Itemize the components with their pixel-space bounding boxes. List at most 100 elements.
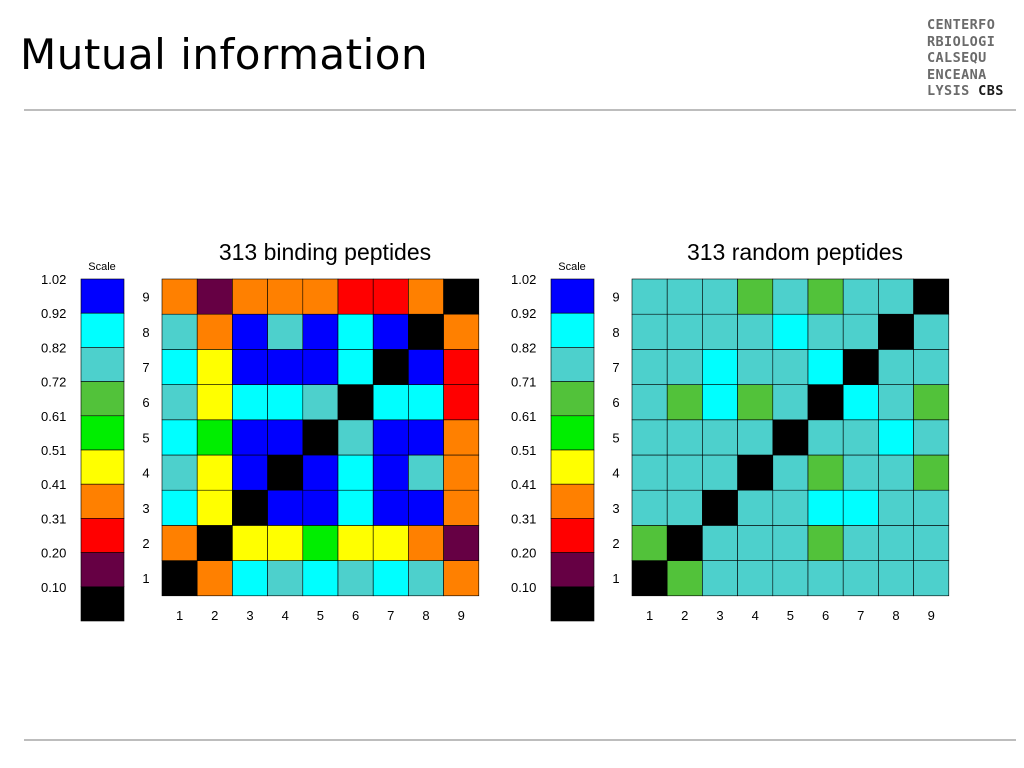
heatmap-cell xyxy=(196,419,233,456)
heatmap-cell xyxy=(737,419,774,456)
heatmap-cell xyxy=(302,525,339,561)
scale-label: Scale xyxy=(558,261,586,273)
scale-swatch xyxy=(550,586,595,622)
y-tick-label: 7 xyxy=(142,360,149,375)
heatmap-cell xyxy=(372,489,409,526)
x-tick-label: 1 xyxy=(176,608,183,623)
heatmap-cell xyxy=(232,278,268,315)
heatmap-cell xyxy=(196,454,233,491)
heatmap-cell xyxy=(267,525,304,561)
heatmap-cell xyxy=(878,313,914,350)
heatmap-cell xyxy=(372,454,409,491)
y-tick-label: 3 xyxy=(142,501,149,516)
heatmap-cell xyxy=(666,349,703,385)
heatmap-cell xyxy=(302,454,339,491)
scale-swatch xyxy=(80,449,125,485)
heatmap-cell xyxy=(408,384,444,421)
heatmap-cell xyxy=(913,419,950,456)
heatmap-cell xyxy=(408,525,444,561)
heatmap-cell xyxy=(372,384,409,421)
heatmap-cell xyxy=(443,419,480,456)
heatmap-cell xyxy=(807,384,844,421)
heatmap-cell xyxy=(337,384,374,421)
heatmap-cell xyxy=(267,278,304,315)
heatmap-cell xyxy=(737,560,774,597)
slide-title: Mutual information xyxy=(20,30,429,79)
heatmap-cell xyxy=(842,454,879,491)
heatmap-cell xyxy=(842,525,879,561)
x-tick-label: 4 xyxy=(282,608,289,623)
heatmap-cell xyxy=(807,489,844,526)
heatmap-cell xyxy=(631,560,668,597)
logo-cbs: CBS xyxy=(978,83,1004,100)
heatmap-cell xyxy=(737,313,774,350)
heatmap-cell xyxy=(702,489,738,526)
heatmap-cell xyxy=(631,525,668,561)
scale-tick-label: 0.71 xyxy=(511,375,536,390)
heatmap-cell xyxy=(772,560,809,597)
heatmap-cell xyxy=(196,384,233,421)
logo-line: CALSEQU xyxy=(927,50,987,67)
heatmap-cell xyxy=(161,560,198,597)
x-tick-label: 9 xyxy=(928,608,935,623)
heatmap-cell xyxy=(372,278,409,315)
scale-swatch xyxy=(550,381,595,417)
scale-tick-label: 0.10 xyxy=(41,580,66,595)
scale-swatch xyxy=(550,483,595,519)
scale-swatch xyxy=(80,483,125,519)
heatmap-cell xyxy=(408,419,444,456)
scale-tick-label: 0.82 xyxy=(511,340,536,355)
scale-tick-label: 0.41 xyxy=(511,477,536,492)
heatmap-cell xyxy=(631,278,668,315)
scale-tick-label: 0.20 xyxy=(41,546,66,561)
heatmap-cell xyxy=(161,278,198,315)
heatmap-cell xyxy=(372,419,409,456)
scale-swatch xyxy=(80,347,125,382)
heatmap-cell xyxy=(161,313,198,350)
heatmap-cell xyxy=(807,278,844,315)
cbs-logo: CENTERFO RBIOLOGI CALSEQU ENCEANA LYSIS … xyxy=(927,17,1004,100)
heatmap-cell xyxy=(772,454,809,491)
heatmap-cell xyxy=(702,349,738,385)
heatmap-cell xyxy=(337,489,374,526)
heatmap-cell xyxy=(913,313,950,350)
heatmap-cell xyxy=(372,349,409,385)
heatmap-cell xyxy=(666,313,703,350)
scale-swatch xyxy=(80,552,125,588)
heatmap-cell xyxy=(913,454,950,491)
scale-tick-label: 0.41 xyxy=(41,477,66,492)
scale-tick-label: 1.02 xyxy=(511,272,536,287)
scale-swatch xyxy=(80,278,125,314)
logo-line: ENCEANA xyxy=(927,66,987,83)
y-tick-label: 6 xyxy=(142,395,149,410)
heatmap-cell xyxy=(878,419,914,456)
heatmap-cell xyxy=(302,489,339,526)
heatmap-cell xyxy=(267,349,304,385)
heatmap-cell xyxy=(807,349,844,385)
scale-swatch xyxy=(80,518,125,553)
heatmap-cell xyxy=(443,525,480,561)
heatmap-cell xyxy=(666,560,703,597)
heatmap-cell xyxy=(878,349,914,385)
heatmap-cell xyxy=(161,489,198,526)
scale-swatch xyxy=(80,415,125,451)
scale-swatch xyxy=(550,518,595,553)
scale-tick-label: 0.31 xyxy=(511,511,536,526)
heatmap-cell xyxy=(443,313,480,350)
x-tick-label: 7 xyxy=(387,608,394,623)
heatmap-cell xyxy=(408,313,444,350)
heatmap-cell xyxy=(631,349,668,385)
heatmap-cell xyxy=(842,384,879,421)
y-tick-label: 3 xyxy=(612,501,619,516)
heatmap-cell xyxy=(842,349,879,385)
heatmap-cell xyxy=(196,525,233,561)
heatmap-binding-peptides: 313 binding peptides Scale 1.02 0.92 0.82 0.7… xyxy=(41,239,480,623)
heatmap-cell xyxy=(913,560,950,597)
y-tick-label: 5 xyxy=(142,430,149,445)
heatmap-cell xyxy=(443,560,480,597)
y-tick-label: 6 xyxy=(612,395,619,410)
heatmap-cell xyxy=(232,454,268,491)
heatmap-cell xyxy=(408,560,444,597)
heatmap-cell xyxy=(408,489,444,526)
heatmap-cell xyxy=(737,489,774,526)
